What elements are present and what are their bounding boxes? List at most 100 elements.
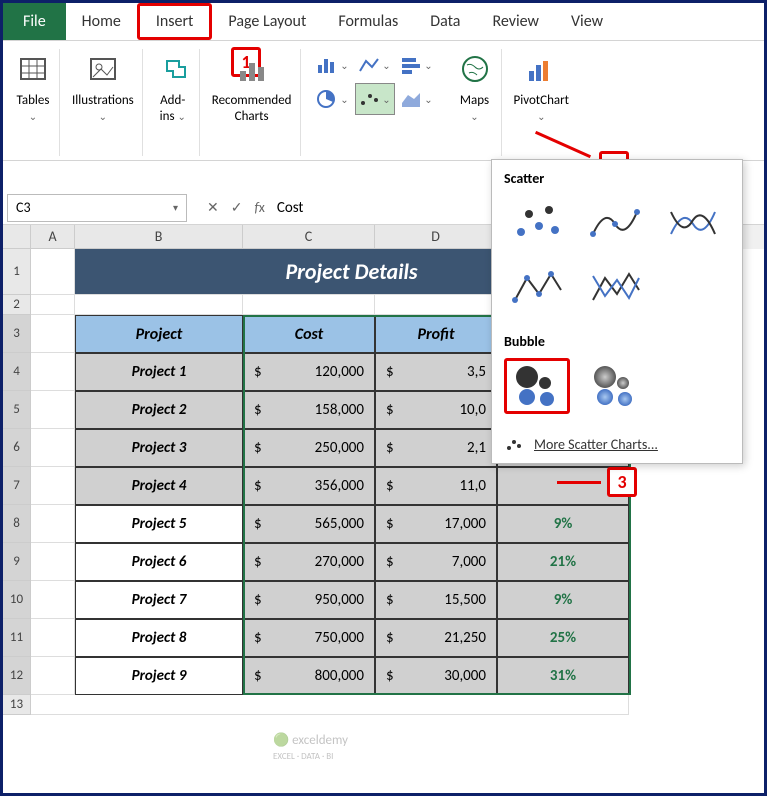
- pct-cell[interactable]: 25%: [497, 619, 629, 657]
- project-name[interactable]: Project 6: [75, 543, 243, 581]
- row-8[interactable]: 8: [3, 505, 31, 543]
- group-recommended[interactable]: Recommended Charts: [204, 49, 301, 156]
- group-addins[interactable]: Add- ins ⌄: [147, 49, 200, 156]
- pct-cell[interactable]: 9%: [497, 581, 629, 619]
- table-row: 9 Project 6$270,000$7,00021%: [3, 543, 764, 581]
- select-all-corner[interactable]: [3, 225, 31, 249]
- row-9[interactable]: 9: [3, 543, 31, 581]
- cost-cell[interactable]: $250,000: [243, 429, 375, 467]
- profit-cell[interactable]: $11,0: [375, 467, 497, 505]
- profit-cell[interactable]: $7,000: [375, 543, 497, 581]
- project-name[interactable]: Project 3: [75, 429, 243, 467]
- pct-cell[interactable]: 31%: [497, 657, 629, 695]
- fx-icon[interactable]: fx: [254, 199, 264, 216]
- profit-cell[interactable]: $10,0: [375, 391, 497, 429]
- cost-cell[interactable]: $800,000: [243, 657, 375, 695]
- col-B[interactable]: B: [75, 225, 243, 249]
- watermark: 🟢 exceldemyEXCEL · DATA · BI: [273, 733, 348, 763]
- row-2[interactable]: 2: [3, 295, 31, 315]
- project-name[interactable]: Project 1: [75, 353, 243, 391]
- project-name[interactable]: Project 2: [75, 391, 243, 429]
- project-name[interactable]: Project 4: [75, 467, 243, 505]
- cost-cell[interactable]: $950,000: [243, 581, 375, 619]
- project-name[interactable]: Project 9: [75, 657, 243, 695]
- more-scatter-charts[interactable]: More Scatter Charts...: [504, 430, 730, 453]
- bubble-3d-icon[interactable]: [582, 358, 648, 414]
- chart-line-icon[interactable]: ⌄: [355, 49, 395, 81]
- row-1[interactable]: 1: [3, 249, 31, 295]
- group-illustrations[interactable]: Illustrations⌄: [64, 49, 143, 156]
- tab-home[interactable]: Home: [66, 3, 137, 40]
- tab-formulas[interactable]: Formulas: [322, 3, 414, 40]
- recommended-icon: [234, 49, 270, 89]
- cancel-icon[interactable]: ✕: [207, 199, 219, 216]
- maps-icon: [457, 49, 493, 89]
- col-C[interactable]: C: [243, 225, 375, 249]
- pct-cell[interactable]: 21%: [497, 543, 629, 581]
- tab-view[interactable]: View: [555, 3, 619, 40]
- profit-cell[interactable]: $2,1: [375, 429, 497, 467]
- group-tables[interactable]: Tables⌄: [7, 49, 60, 156]
- project-name[interactable]: Project 8: [75, 619, 243, 657]
- chart-surface-icon[interactable]: ⌄: [397, 83, 437, 115]
- profit-cell[interactable]: $3,5: [375, 353, 497, 391]
- row-6[interactable]: 6: [3, 429, 31, 467]
- group-maps[interactable]: Maps⌄: [449, 49, 502, 156]
- tab-data[interactable]: Data: [414, 3, 476, 40]
- table-row: 10 Project 7$950,000$15,5009%: [3, 581, 764, 619]
- project-name[interactable]: Project 5: [75, 505, 243, 543]
- chart-scatter-icon[interactable]: ⌄: [355, 83, 395, 115]
- tab-file[interactable]: File: [3, 3, 66, 40]
- col-A[interactable]: A: [31, 225, 75, 249]
- header-cost[interactable]: Cost: [243, 315, 375, 353]
- cost-cell[interactable]: $565,000: [243, 505, 375, 543]
- bubble-2d-icon[interactable]: [504, 358, 570, 414]
- tab-insert[interactable]: Insert: [137, 3, 213, 40]
- namebox-dropdown-icon[interactable]: ▾: [173, 201, 178, 214]
- scatter-lines-markers-icon[interactable]: [504, 261, 570, 317]
- header-project[interactable]: Project: [75, 315, 243, 353]
- profit-cell[interactable]: $21,250: [375, 619, 497, 657]
- tab-review[interactable]: Review: [476, 3, 555, 40]
- scatter-plain-icon[interactable]: [504, 195, 570, 251]
- profit-cell[interactable]: $15,500: [375, 581, 497, 619]
- cost-cell[interactable]: $270,000: [243, 543, 375, 581]
- project-name[interactable]: Project 7: [75, 581, 243, 619]
- cost-cell[interactable]: $158,000: [243, 391, 375, 429]
- cost-cell[interactable]: $356,000: [243, 467, 375, 505]
- row-5[interactable]: 5: [3, 391, 31, 429]
- callout-3: 3: [607, 467, 637, 497]
- scatter-smooth-noline-icon[interactable]: [660, 195, 726, 251]
- row-7[interactable]: 7: [3, 467, 31, 505]
- row-3[interactable]: 3: [3, 315, 31, 353]
- header-profit[interactable]: Profit: [375, 315, 497, 353]
- row-4[interactable]: 4: [3, 353, 31, 391]
- cell-A1[interactable]: [31, 249, 75, 295]
- addins-icon: [155, 49, 191, 89]
- profit-cell[interactable]: $17,000: [375, 505, 497, 543]
- chart-pie-icon[interactable]: ⌄: [313, 83, 353, 115]
- chart-column-icon[interactable]: ⌄: [313, 49, 353, 81]
- tab-page-layout[interactable]: Page Layout: [212, 3, 322, 40]
- pivotchart-label: PivotChart⌄: [514, 93, 570, 124]
- enter-icon[interactable]: ✓: [231, 199, 243, 216]
- recommended-label: Recommended Charts: [212, 93, 292, 124]
- pct-cell[interactable]: 9%: [497, 505, 629, 543]
- illustrations-icon: [85, 49, 121, 89]
- ribbon-tabs: File Home Insert Page Layout Formulas Da…: [3, 3, 764, 41]
- row-10[interactable]: 10: [3, 581, 31, 619]
- col-D[interactable]: D: [375, 225, 497, 249]
- row-12[interactable]: 12: [3, 657, 31, 695]
- cost-cell[interactable]: $120,000: [243, 353, 375, 391]
- row-13[interactable]: 13: [3, 695, 31, 715]
- row-11[interactable]: 11: [3, 619, 31, 657]
- scatter-smooth-icon[interactable]: [582, 195, 648, 251]
- group-pivotchart[interactable]: PivotChart⌄: [506, 49, 578, 156]
- ribbon-content: Tables⌄ Illustrations⌄ Add- ins ⌄ Recomm…: [3, 41, 764, 161]
- cost-cell[interactable]: $750,000: [243, 619, 375, 657]
- chart-bar-icon[interactable]: ⌄: [397, 49, 437, 81]
- name-box[interactable]: C3 ▾: [7, 194, 187, 222]
- scatter-lines-icon[interactable]: [582, 261, 648, 317]
- scatter-dropdown: Scatter Bubble More Scatter Charts...: [491, 159, 743, 464]
- profit-cell[interactable]: $30,000: [375, 657, 497, 695]
